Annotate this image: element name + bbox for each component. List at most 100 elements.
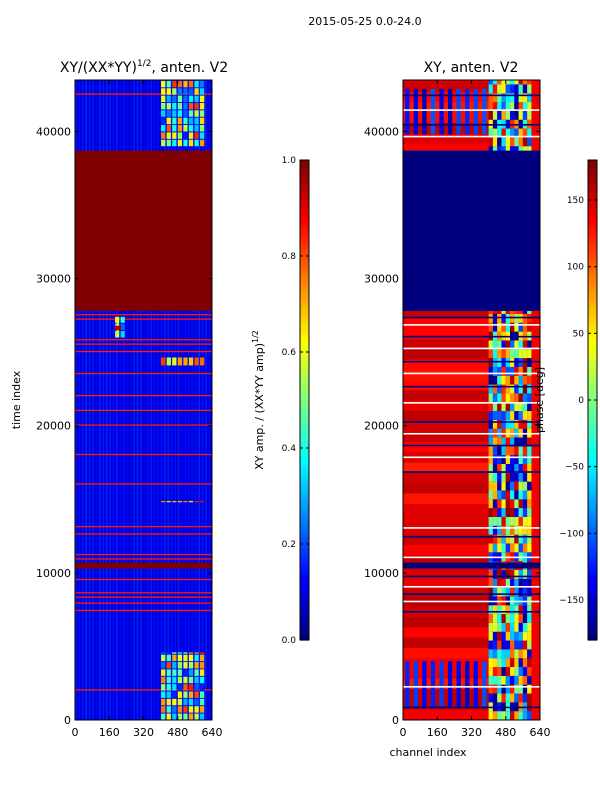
phase-colorbar-segment bbox=[588, 264, 597, 269]
phase-stripe-cell bbox=[514, 711, 519, 720]
phase-stripe-cell bbox=[510, 622, 515, 632]
phase-stripe-cell bbox=[488, 631, 493, 641]
phase-stripe-cell bbox=[497, 640, 502, 650]
phase-row-cell bbox=[403, 637, 489, 648]
phase-colorbar-segment bbox=[588, 508, 597, 513]
phase-stripe-cell bbox=[497, 622, 502, 632]
phase-stripe-cell bbox=[501, 93, 506, 103]
phase-stripe-cell bbox=[492, 675, 498, 685]
amp-data-cell bbox=[183, 357, 188, 366]
amp-xtick-label: 480 bbox=[167, 726, 188, 739]
phase-stripe-cell bbox=[527, 419, 532, 429]
phase-stripe-cell bbox=[488, 411, 493, 420]
amp-data-cell bbox=[183, 80, 188, 88]
phase-colorbar-segment bbox=[588, 204, 597, 209]
phase-colorbar-segment bbox=[588, 220, 597, 225]
amp-panel-title: XY/(XX*YY)1/2, anten. V2 bbox=[60, 59, 228, 76]
phase-stripe-cell bbox=[514, 80, 519, 85]
amp-colorbar-segment bbox=[300, 280, 309, 285]
phase-stripe-cell bbox=[527, 605, 532, 615]
amp-colorbar-segment bbox=[300, 348, 309, 353]
phase-stripe-cell bbox=[492, 128, 498, 138]
amp-column-cell bbox=[136, 80, 139, 720]
amp-column-cell bbox=[208, 80, 211, 720]
phase-stripe-cell bbox=[492, 525, 498, 535]
amp-data-cell bbox=[177, 110, 183, 117]
phase-colorbar-segment bbox=[588, 520, 597, 525]
phase-stripe-cell bbox=[518, 93, 523, 103]
phase-stripe-cell bbox=[505, 640, 511, 650]
amp-colorbar-segment bbox=[300, 240, 309, 245]
phase-stripe-cell bbox=[488, 605, 493, 615]
phase-stripe-cell bbox=[527, 349, 532, 359]
phase-stripe-cell bbox=[514, 578, 519, 588]
phase-stripe-cell bbox=[522, 128, 528, 138]
amp-colorbar-segment bbox=[300, 276, 309, 281]
phase-colorbar-segment bbox=[588, 328, 597, 333]
phase-stripe-cell bbox=[501, 543, 506, 553]
amp-data-cell bbox=[177, 132, 183, 139]
amp-data-cell bbox=[172, 684, 177, 691]
phase-stripe-cell bbox=[518, 667, 523, 676]
amp-colorbar-segment bbox=[300, 196, 309, 201]
phase-stripe-cell bbox=[505, 375, 511, 385]
phase-colorbar-segment bbox=[588, 580, 597, 585]
phase-stripe-cell bbox=[518, 446, 523, 456]
phase-stripe-cell bbox=[497, 614, 502, 623]
phase-stripe-cell bbox=[505, 490, 511, 500]
phase-flag-line bbox=[403, 360, 540, 363]
amp-data-cell bbox=[177, 500, 183, 503]
phase-stripe-cell bbox=[505, 525, 511, 535]
phase-stripe-cell bbox=[510, 80, 515, 85]
amp-column-cell bbox=[150, 80, 153, 720]
phase-stripe-cell bbox=[510, 675, 515, 685]
phase-stripe-cell bbox=[501, 472, 506, 482]
amp-data-cell bbox=[177, 95, 183, 103]
phase-colorbar-segment bbox=[588, 448, 597, 453]
phase-stripe-cell bbox=[501, 614, 506, 623]
phase-stripe-cell bbox=[514, 128, 519, 138]
phase-stripe-cell bbox=[501, 349, 506, 359]
phase-stripe-cell bbox=[501, 419, 506, 429]
amp-colorbar-segment bbox=[300, 420, 309, 425]
amp-colorbar-segment bbox=[300, 392, 309, 397]
phase-stripe-cell bbox=[492, 472, 498, 482]
phase-flag-line bbox=[403, 456, 540, 459]
amp-data-cell bbox=[177, 662, 183, 669]
amp-data-cell bbox=[161, 132, 166, 139]
amp-colorbar-ticks: 0.0 0.2 0.4 0.6 0.8 1.0 bbox=[282, 156, 309, 646]
phase-colorbar-segment bbox=[588, 312, 597, 317]
phase-stripe-cell bbox=[510, 437, 515, 447]
phase-row-cell bbox=[403, 617, 489, 628]
phase-stripe-cell bbox=[488, 464, 493, 473]
phase-stripe-cell bbox=[488, 525, 493, 535]
phase-flag-line bbox=[403, 610, 540, 613]
amp-colorbar-segment bbox=[300, 404, 309, 409]
phase-row-cell bbox=[403, 472, 489, 484]
phase-stripe-cell bbox=[522, 693, 528, 703]
phase-row-cell bbox=[403, 699, 489, 710]
phase-stripe-cell bbox=[522, 587, 528, 597]
phase-stripe-cell bbox=[518, 80, 523, 85]
phase-stripe-cell bbox=[510, 640, 515, 650]
amp-data-cell bbox=[188, 713, 194, 720]
phase-colorbar-segment bbox=[588, 416, 597, 421]
phase-stripe-cell bbox=[492, 349, 498, 359]
amp-colorbar-segment bbox=[300, 248, 309, 253]
phase-stripe-cell bbox=[522, 631, 528, 641]
phase-block-cell bbox=[482, 661, 487, 709]
amp-data-cell bbox=[177, 102, 183, 110]
amp-column-cell bbox=[109, 80, 111, 720]
phase-stripe-cell bbox=[505, 84, 511, 94]
phase-colorbar-segment bbox=[588, 248, 597, 253]
phase-stripe-cell bbox=[501, 640, 506, 650]
amp-colorbar-segment bbox=[300, 540, 309, 545]
amp-data-cell bbox=[188, 95, 194, 103]
amp-flag-line bbox=[75, 409, 212, 412]
phase-stripe-cell bbox=[488, 322, 493, 332]
amp-column-cell bbox=[181, 80, 183, 720]
phase-colorbar-segment bbox=[588, 616, 597, 621]
amp-column-cell bbox=[75, 80, 77, 720]
phase-colorbar-segment bbox=[588, 224, 597, 229]
amp-flag-line bbox=[75, 558, 212, 560]
